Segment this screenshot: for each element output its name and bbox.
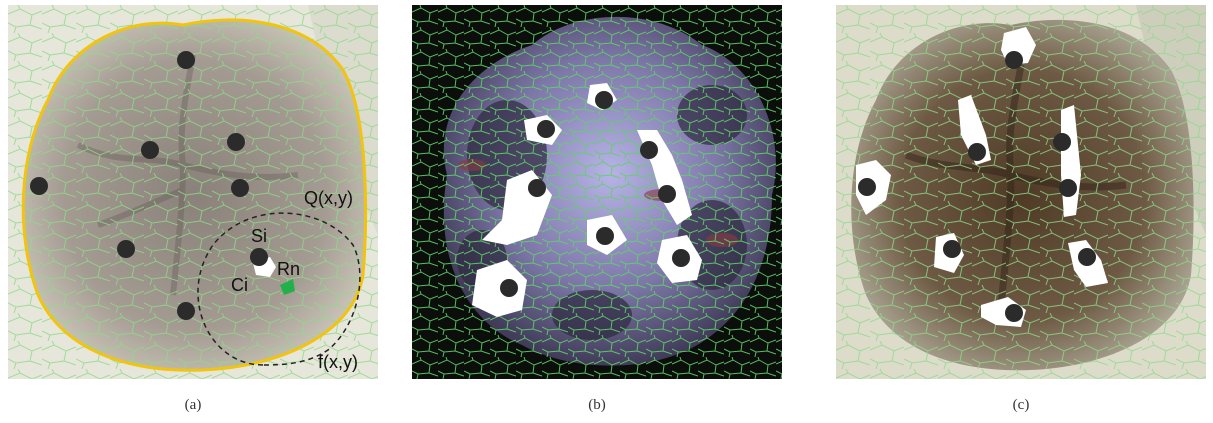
panel-c <box>836 5 1206 379</box>
panel-b <box>412 5 782 379</box>
label-ci: Ci <box>231 275 248 295</box>
seed-points-b <box>500 91 690 297</box>
seed-points-a <box>30 51 268 320</box>
label-f: f(x,y) <box>318 352 358 372</box>
panel-a: Q(x,y) f(x,y) Si Rn Ci <box>8 5 378 379</box>
caption-a: (a) <box>184 397 202 413</box>
label-q: Q(x,y) <box>304 188 353 208</box>
label-si: Si <box>251 226 267 246</box>
lesion-contour <box>21 18 368 372</box>
region-rn <box>280 279 295 295</box>
caption-c: (c) <box>1012 397 1030 413</box>
panel-c-image <box>836 5 1206 379</box>
panel-a-image: Q(x,y) f(x,y) Si Rn Ci <box>8 5 378 379</box>
panel-b-image <box>412 5 782 379</box>
dashed-region-q <box>197 212 361 366</box>
label-rn: Rn <box>277 259 300 279</box>
caption-b: (b) <box>588 397 606 413</box>
seed-points-c <box>858 51 1096 322</box>
